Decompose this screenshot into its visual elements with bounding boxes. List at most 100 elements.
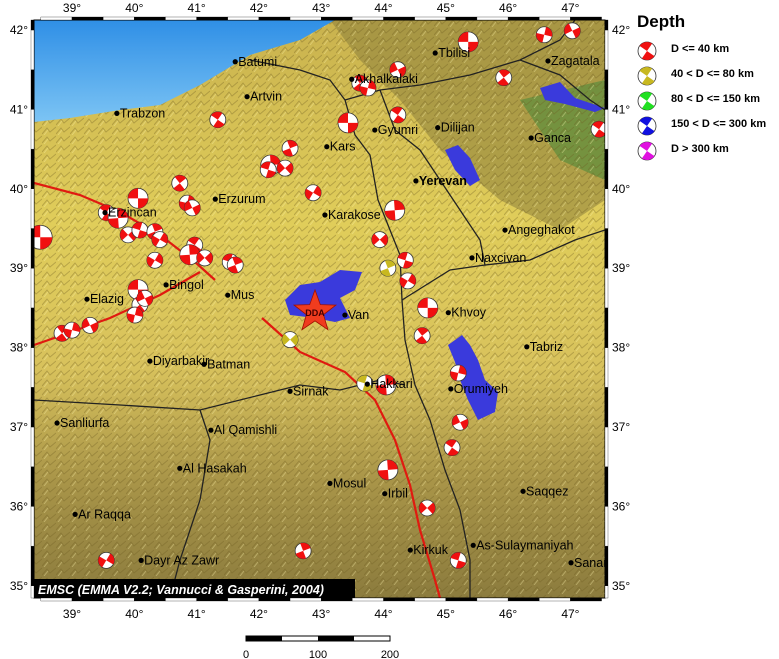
focal-mechanism[interactable] [637, 41, 657, 61]
city-bingol: Bingol [163, 278, 204, 292]
lat-tick-right: 40° [612, 182, 630, 196]
city-label: Elazig [90, 292, 124, 306]
lon-tick-top: 47° [561, 1, 579, 15]
black-sea [34, 20, 335, 122]
focal-mechanism[interactable] [131, 221, 149, 239]
focal-mechanism[interactable] [457, 31, 479, 53]
city-dot [232, 59, 238, 65]
focal-mechanism[interactable] [151, 231, 169, 249]
focal-mechanism[interactable] [413, 327, 431, 345]
city-tbilisi: Tbilisi [432, 46, 470, 60]
focal-mechanism[interactable] [563, 22, 581, 40]
city-dot [372, 127, 378, 133]
focal-mechanism[interactable] [590, 120, 607, 138]
focal-mechanism[interactable] [107, 207, 129, 229]
focal-mechanism[interactable] [495, 69, 513, 87]
legend-label: 80 < D <= 150 km [671, 93, 760, 105]
focal-mechanism[interactable] [171, 174, 189, 192]
lon-tick-bottom: 42° [250, 607, 268, 621]
city-label: Gyumri [378, 123, 418, 137]
city-batumi: Batumi [232, 55, 277, 69]
focal-mechanism[interactable] [146, 251, 164, 269]
focal-mechanism[interactable] [337, 112, 359, 134]
focal-mechanism[interactable] [637, 66, 657, 86]
focal-mechanism[interactable] [449, 551, 467, 569]
lat-tick-left: 38° [10, 341, 28, 355]
beachball-icon [637, 66, 657, 86]
focal-mechanism[interactable] [281, 331, 299, 349]
focal-mechanism[interactable] [443, 439, 461, 457]
focal-mechanism[interactable] [396, 251, 414, 269]
focal-mechanism[interactable] [276, 159, 294, 177]
city-label: Karakose [328, 208, 381, 222]
focal-mechanism[interactable] [28, 224, 53, 250]
focal-mechanism[interactable] [399, 272, 417, 290]
lon-tick-top: 41° [188, 1, 206, 15]
city-dot [208, 427, 214, 433]
focal-mechanism[interactable] [226, 256, 244, 274]
city-saqqez: Saqqez [520, 484, 568, 498]
focal-mechanism[interactable] [259, 161, 277, 179]
focal-mechanism[interactable] [371, 231, 389, 249]
city-label: Artvin [250, 90, 282, 104]
focal-mechanism[interactable] [449, 364, 467, 382]
lat-tick-right: 35° [612, 579, 630, 593]
city-label: Sirnak [293, 384, 329, 398]
focal-mechanism[interactable] [417, 297, 439, 319]
city-sanandaj: Sanandaj [568, 556, 605, 570]
city-dot [244, 94, 250, 100]
focal-mechanism[interactable] [136, 289, 154, 307]
city-dot [212, 196, 218, 202]
focal-mechanism[interactable] [637, 141, 657, 161]
focal-mechanism[interactable] [377, 459, 399, 481]
lon-tick-bottom: 46° [499, 607, 517, 621]
focal-mechanism[interactable] [126, 306, 144, 324]
focal-mechanism[interactable] [637, 91, 657, 111]
city-dot [342, 312, 348, 318]
event-star[interactable]: DDA [292, 288, 338, 331]
lon-tick-top: 44° [374, 1, 392, 15]
focal-mechanism[interactable] [637, 116, 657, 136]
focal-mechanism[interactable] [389, 61, 407, 79]
city-label: Ganca [534, 131, 571, 145]
focal-mechanism[interactable] [304, 184, 322, 202]
focal-mechanism[interactable] [209, 111, 227, 129]
focal-mechanism[interactable] [179, 244, 201, 266]
focal-mechanism[interactable] [379, 259, 397, 277]
focal-mechanism[interactable] [97, 551, 115, 569]
city-dot [84, 296, 90, 302]
focal-mechanism[interactable] [384, 199, 406, 221]
focal-mechanism[interactable] [294, 542, 312, 560]
city-dot [432, 50, 438, 56]
focal-mechanism[interactable] [535, 26, 553, 44]
focal-mechanism[interactable] [356, 374, 374, 392]
city-dot [163, 282, 169, 288]
city-dot [201, 361, 207, 367]
focal-mechanism[interactable] [196, 249, 214, 267]
event-star-label: DDA [305, 308, 325, 318]
lon-tick-top: 43° [312, 1, 330, 15]
city-dot [225, 292, 231, 298]
city-dot [445, 310, 451, 316]
focal-mechanism[interactable] [389, 106, 407, 124]
scale-label-200: 200 [381, 649, 399, 659]
focal-mechanism[interactable] [451, 413, 469, 431]
focal-mechanism[interactable] [63, 321, 81, 339]
city-ar-raqqa: Ar Raqqa [72, 507, 131, 521]
city-zagatala: Zagatala [545, 54, 600, 68]
lake-sevan [445, 145, 480, 186]
focal-mechanism[interactable] [81, 316, 99, 334]
city-label: Orumiyeh [454, 382, 508, 396]
focal-mechanism[interactable] [375, 374, 397, 396]
focal-mechanism[interactable] [127, 187, 149, 209]
focal-mechanism[interactable] [418, 499, 436, 517]
city-label: Khvoy [451, 306, 486, 320]
city-label: Erzincan [108, 206, 157, 220]
city-yerevan: Yerevan [413, 174, 467, 188]
lon-tick-top: 40° [125, 1, 143, 15]
city-dot [407, 547, 413, 553]
focal-mechanism[interactable] [183, 199, 201, 217]
focal-mechanism[interactable] [281, 139, 299, 157]
focal-mechanism[interactable] [359, 79, 377, 97]
city-label: Bingol [169, 278, 204, 292]
